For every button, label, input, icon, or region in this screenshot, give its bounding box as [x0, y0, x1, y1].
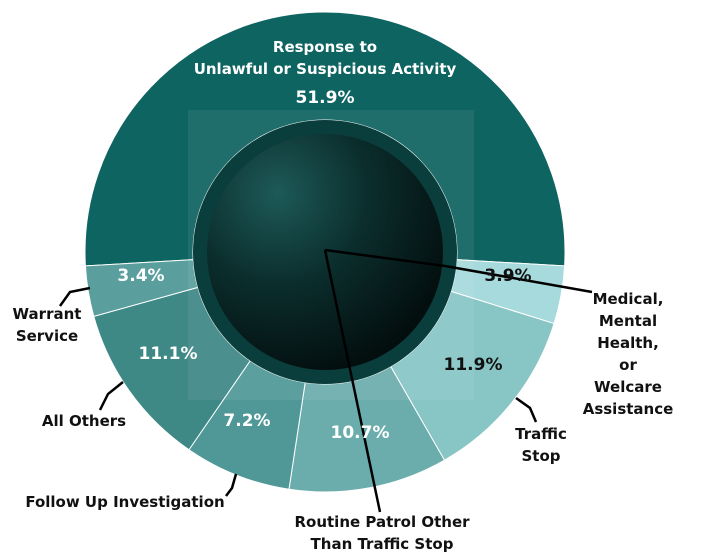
category-label: Routine Patrol Other Than Traffic Stop — [294, 513, 470, 553]
category-label: All Others — [41, 412, 127, 430]
category-label: Traffic Stop — [515, 425, 567, 465]
value-label: 3.9% — [484, 266, 532, 286]
value-label: 10.7% — [330, 423, 390, 443]
value-label: 11.9% — [443, 355, 503, 375]
leader-line — [225, 473, 238, 497]
value-label: 11.1% — [138, 344, 198, 364]
slices — [84, 11, 566, 493]
leader-line — [515, 396, 538, 423]
category-label: Warrant Service — [12, 305, 82, 345]
category-label: Medical, Mental Health, or Welcare Assis… — [582, 290, 674, 418]
leader-line — [58, 286, 91, 307]
leader-line — [324, 248, 593, 294]
value-label: 3.4% — [117, 266, 165, 286]
leader-line — [98, 381, 124, 411]
leader-line — [323, 249, 382, 513]
value-label: 7.2% — [223, 411, 271, 431]
leaders — [58, 248, 593, 513]
category-label: Follow Up Investigation — [25, 493, 225, 511]
value-label: 51.9% — [295, 88, 355, 108]
category-label: Response to Unlawful or Suspicious Activ… — [193, 38, 457, 78]
